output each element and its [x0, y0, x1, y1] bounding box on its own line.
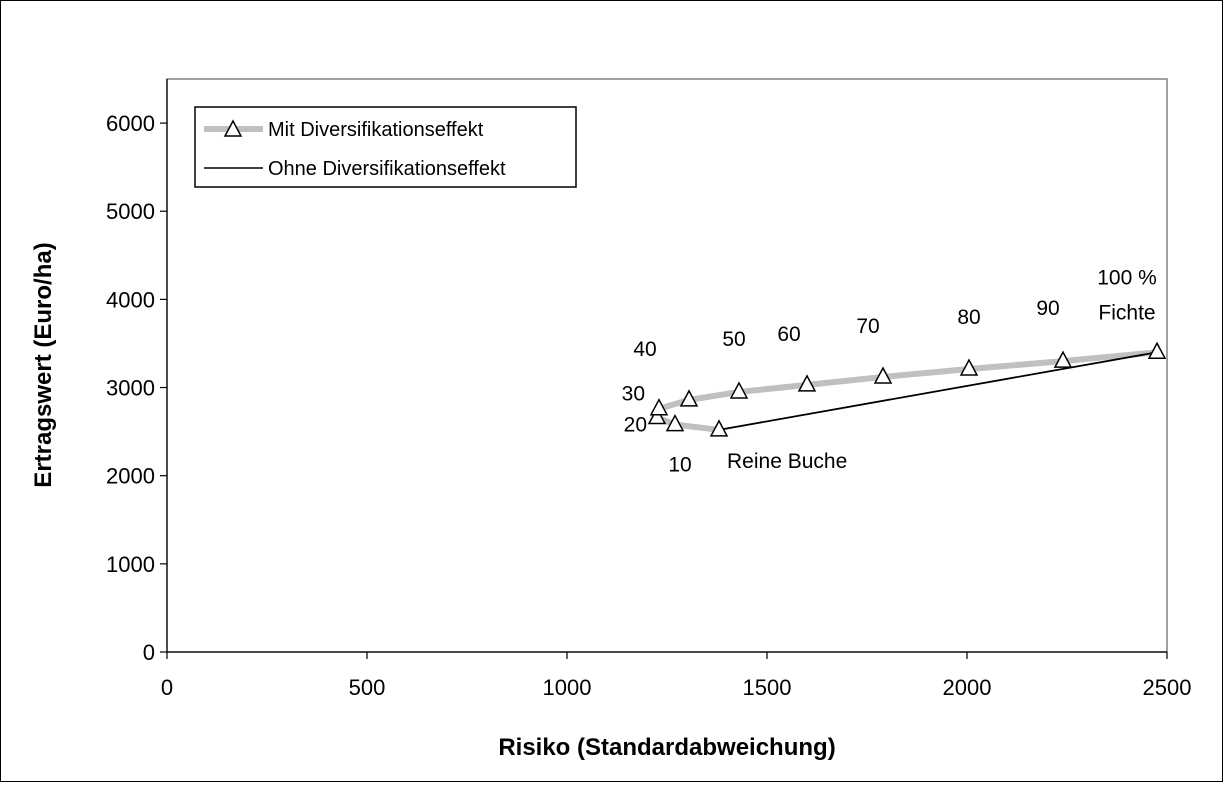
legend: Mit Diversifikationseffekt Ohne Diversif… — [194, 106, 577, 188]
y-tick-label: 1000 — [106, 552, 155, 577]
data-point-marker — [679, 389, 699, 407]
x-tick-label: 1000 — [543, 675, 592, 700]
x-tick-label: 500 — [349, 675, 386, 700]
legend-label-mit: Mit Diversifikationseffekt — [268, 119, 484, 141]
x-tick-label: 1500 — [743, 675, 792, 700]
point-label: 70 — [856, 315, 879, 338]
data-point-marker — [959, 358, 979, 376]
point-labels: Reine Buche 10 20 30 40 50 60 70 80 90 100 % Fichte — [622, 266, 1157, 476]
y-tick-label: 3000 — [106, 376, 155, 401]
point-label: 60 — [777, 323, 800, 346]
point-label: 20 — [624, 414, 647, 437]
point-label: 100 % — [1097, 266, 1157, 289]
y-tick-label: 6000 — [106, 111, 155, 136]
data-point-marker — [649, 398, 669, 416]
y-tick-label: 5000 — [106, 199, 155, 224]
legend-box — [194, 106, 577, 188]
x-tick-label: 0 — [161, 675, 173, 700]
axes: 0 1000 2000 3000 4000 5000 6000 0 500 1000 1500 200… — [106, 79, 1191, 700]
data-point-marker — [1053, 350, 1073, 368]
point-label: 10 — [668, 454, 691, 477]
y-tick-label: 4000 — [106, 287, 155, 312]
data-point-marker — [873, 366, 893, 384]
y-tick-label: 0 — [143, 640, 155, 665]
data-point-marker — [1147, 341, 1167, 360]
x-tick-label: 2500 — [1143, 675, 1192, 700]
point-label: 50 — [722, 328, 745, 351]
data-point-marker — [647, 406, 667, 425]
y-tick-label: 2000 — [106, 464, 155, 489]
data-point-marker — [729, 381, 749, 399]
y-axis-title: Ertragswert (Euro/ha) — [30, 242, 57, 487]
point-label: Reine Buche — [727, 450, 847, 473]
x-tick-label: 2000 — [943, 675, 992, 700]
legend-label-ohne: Ohne Diversifikationseffekt — [268, 158, 506, 180]
point-label: 40 — [633, 338, 656, 361]
point-label: 80 — [957, 306, 980, 329]
series-line-ohne-diversifikation — [718, 351, 1158, 431]
point-label: Fichte — [1098, 301, 1155, 324]
data-point-marker — [797, 374, 817, 392]
x-axis-title: Risiko (Standardabweichung) — [498, 734, 835, 761]
point-label: 90 — [1036, 297, 1059, 320]
data-point-marker — [709, 419, 729, 437]
series-markers — [647, 341, 1167, 437]
data-point-marker — [665, 413, 685, 432]
legend-marker-mit — [223, 119, 243, 137]
point-label: 30 — [622, 383, 645, 406]
